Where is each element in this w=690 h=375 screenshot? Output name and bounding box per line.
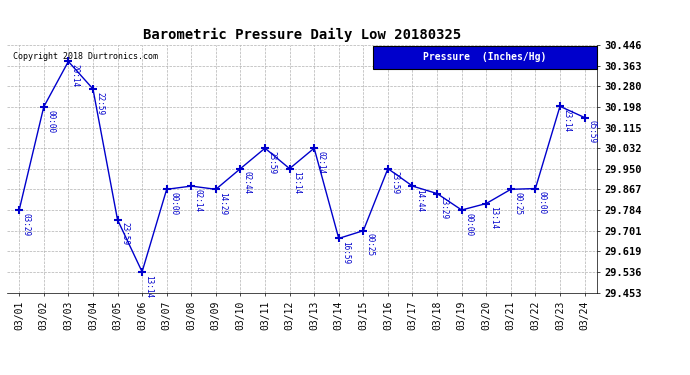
Text: 00:25: 00:25 xyxy=(366,234,375,256)
Text: 23:59: 23:59 xyxy=(268,151,277,174)
Text: 23:59: 23:59 xyxy=(120,222,129,246)
Text: 05:59: 05:59 xyxy=(587,120,596,143)
Text: 23:14: 23:14 xyxy=(562,109,571,132)
Text: 02:44: 02:44 xyxy=(243,171,252,195)
Text: 00:25: 00:25 xyxy=(513,192,522,215)
Text: 13:14: 13:14 xyxy=(144,274,154,298)
Text: 02:14: 02:14 xyxy=(317,151,326,174)
Text: 03:29: 03:29 xyxy=(21,213,30,236)
Text: 14:44: 14:44 xyxy=(415,189,424,212)
Text: 23:29: 23:29 xyxy=(440,196,449,219)
Text: 00:00: 00:00 xyxy=(169,192,178,215)
Text: 16:59: 16:59 xyxy=(341,241,351,264)
Text: 20:14: 20:14 xyxy=(71,64,80,87)
Text: 23:59: 23:59 xyxy=(391,171,400,195)
Text: 13:14: 13:14 xyxy=(292,171,301,195)
Text: 13:14: 13:14 xyxy=(489,206,497,230)
Text: 02:14: 02:14 xyxy=(194,189,203,212)
Text: Copyright 2018 Durtronics.com: Copyright 2018 Durtronics.com xyxy=(13,53,158,62)
Text: 00:00: 00:00 xyxy=(538,191,547,214)
Text: 22:59: 22:59 xyxy=(95,92,104,115)
FancyBboxPatch shape xyxy=(373,46,597,69)
Text: 00:00: 00:00 xyxy=(464,213,473,236)
Text: 14:29: 14:29 xyxy=(218,192,227,215)
Title: Barometric Pressure Daily Low 20180325: Barometric Pressure Daily Low 20180325 xyxy=(143,28,461,42)
Text: Pressure  (Inches/Hg): Pressure (Inches/Hg) xyxy=(423,53,546,62)
Text: 00:00: 00:00 xyxy=(46,110,55,133)
